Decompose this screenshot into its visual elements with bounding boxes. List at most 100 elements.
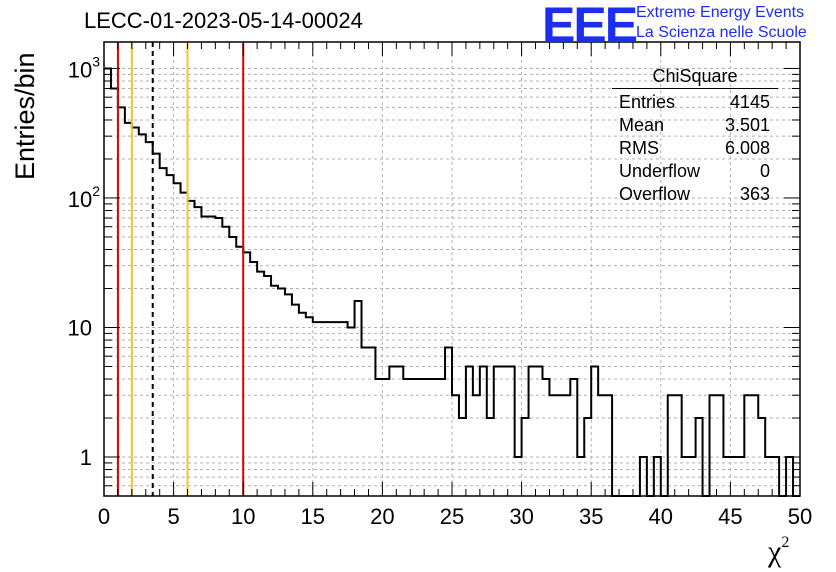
stats-row-entries: Entries 4145 — [612, 91, 778, 114]
histogram-outline — [104, 67, 800, 497]
histogram-bin — [501, 366, 508, 496]
histogram-bin — [396, 366, 403, 496]
histogram-bin — [222, 227, 229, 496]
histogram-bin — [348, 327, 355, 496]
y-tick-label-base: 10 — [68, 187, 92, 212]
x-tick-label: 30 — [509, 504, 533, 529]
histogram-bin — [125, 123, 132, 496]
histogram-bin — [160, 168, 167, 496]
stats-label: RMS — [619, 138, 659, 158]
x-axis-label-superscript: 2 — [781, 534, 790, 551]
x-tick-label: 10 — [231, 504, 255, 529]
x-tick-label: 20 — [370, 504, 394, 529]
stats-box: ChiSquare Entries 4145 Mean 3.501 RMS 6.… — [612, 66, 778, 206]
x-tick-label: 5 — [167, 504, 179, 529]
chart-title: LECC-01-2023-05-14-00024 — [84, 8, 363, 33]
histogram-bin — [104, 68, 111, 496]
histogram-bin — [181, 193, 188, 496]
histogram-bin — [570, 379, 577, 496]
histogram-bin — [480, 366, 487, 496]
stats-label: Entries — [619, 92, 676, 112]
histogram-bin — [549, 395, 556, 496]
y-tick-label: 1 — [80, 445, 92, 470]
histogram-bin — [473, 395, 480, 496]
x-tick-label: 50 — [788, 504, 812, 529]
histogram-bin — [111, 89, 118, 496]
stats-row-mean: Mean 3.501 — [612, 114, 778, 137]
histogram-bin — [556, 395, 563, 496]
histogram-bin — [167, 175, 174, 496]
histogram-bin — [494, 366, 501, 496]
histogram-bin — [563, 395, 570, 496]
stats-label: Underflow — [619, 161, 701, 181]
logo-line-2: La Scienza nelle Scuole — [636, 24, 807, 41]
histogram-bin — [362, 348, 369, 496]
y-tick-label: 10 — [68, 315, 92, 340]
histogram-bin — [605, 395, 612, 496]
histogram-bin — [236, 247, 243, 496]
histogram-bin — [424, 379, 431, 496]
histogram-bin — [389, 366, 396, 496]
histogram-bin — [410, 379, 417, 496]
stats-row-rms: RMS 6.008 — [612, 137, 778, 160]
stats-label: Overflow — [619, 184, 691, 204]
x-tick-label: 0 — [98, 504, 110, 529]
histogram-bin — [368, 348, 375, 496]
histogram-bin — [668, 395, 675, 496]
histogram-bin — [710, 395, 717, 496]
y-axis-label: Entries/bin — [10, 52, 40, 180]
histogram-bin — [591, 366, 598, 496]
histogram-bin — [118, 107, 125, 496]
histogram-bin — [215, 218, 222, 496]
x-tick-label: 25 — [440, 504, 464, 529]
histogram-bin — [355, 301, 362, 496]
histogram-bin — [542, 379, 549, 496]
histogram-bin — [271, 286, 278, 496]
histogram-bin — [257, 272, 264, 496]
histogram-bin — [508, 366, 515, 496]
y-tick-label: 102 — [68, 183, 100, 212]
histogram-bin — [466, 366, 473, 496]
histogram-bin — [431, 379, 438, 496]
histogram-bin — [188, 201, 195, 496]
histogram-bin — [146, 142, 153, 496]
histogram-bin — [139, 134, 146, 496]
histogram-bin — [194, 207, 201, 496]
histogram-bin — [132, 127, 139, 496]
histogram-bin — [153, 154, 160, 496]
histogram-bin — [598, 395, 605, 496]
stats-title: ChiSquare — [612, 66, 778, 89]
x-tick-label: 35 — [579, 504, 603, 529]
histogram-bin — [716, 395, 723, 496]
histogram-bin — [445, 348, 452, 496]
histogram-bin — [675, 395, 682, 496]
histogram-bin — [438, 379, 445, 496]
stats-label: Mean — [619, 115, 665, 135]
stats-value: 6.008 — [724, 138, 770, 158]
histogram-bin — [751, 395, 758, 496]
x-tick-label: 40 — [649, 504, 673, 529]
stats-value: 3.501 — [724, 115, 770, 135]
x-axis-label: χ2 — [768, 534, 789, 569]
histogram-bin — [278, 288, 285, 496]
histogram-bin — [375, 379, 382, 496]
stats-row-underflow: Underflow 0 — [612, 160, 778, 183]
histogram-bin — [744, 395, 751, 496]
histogram-bin — [536, 366, 543, 496]
y-tick-label-exponent: 3 — [92, 53, 100, 69]
histogram-bin — [403, 379, 410, 496]
stats-value: 0 — [759, 161, 770, 181]
y-tick-label-base: 10 — [68, 57, 92, 82]
histogram-bin — [529, 366, 536, 496]
y-tick-label: 103 — [68, 53, 100, 82]
histogram-bin — [417, 379, 424, 496]
stats-row-overflow: Overflow 363 — [612, 183, 778, 206]
histogram-bin — [382, 379, 389, 496]
stats-value: 363 — [739, 184, 770, 204]
stats-value: 4145 — [729, 92, 770, 112]
y-tick-label-exponent: 2 — [92, 183, 100, 199]
x-tick-label: 15 — [301, 504, 325, 529]
histogram-bin — [452, 395, 459, 496]
x-tick-label: 45 — [718, 504, 742, 529]
